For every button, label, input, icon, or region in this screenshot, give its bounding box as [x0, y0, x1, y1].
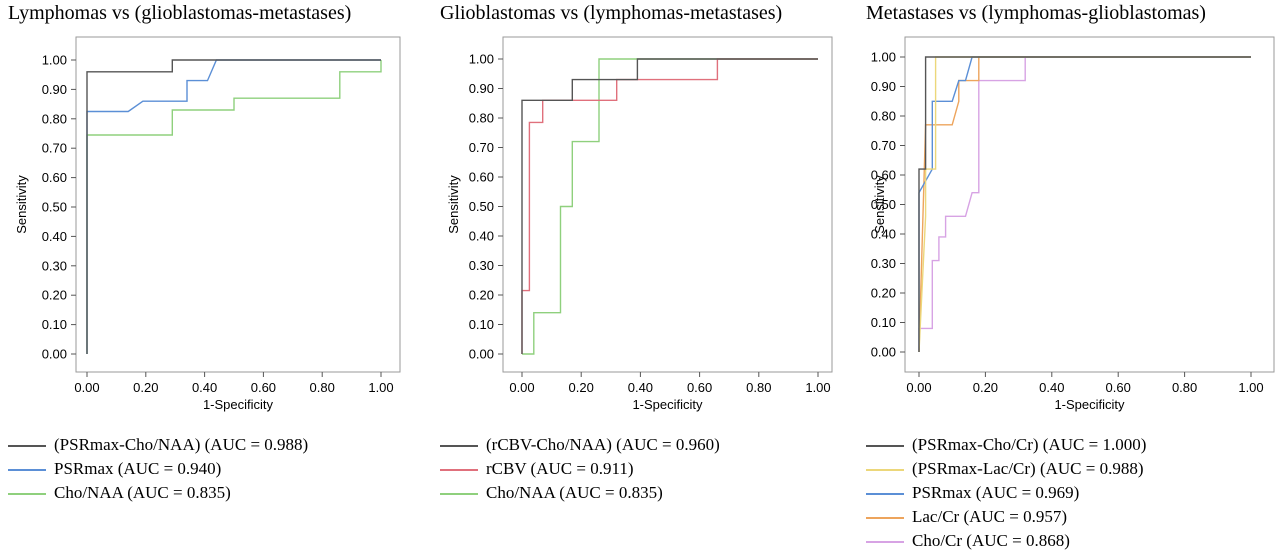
roc-series-line: [521, 58, 818, 354]
legend-swatch: [440, 445, 478, 447]
x-tick-label: 0.00: [74, 380, 99, 395]
y-tick-label: 0.00: [469, 347, 494, 362]
x-tick-label: 0.60: [251, 380, 276, 395]
plot-frame: [75, 36, 401, 373]
chart-title: Glioblastomas vs (lymphomas-metastases): [440, 2, 783, 24]
y-tick-label: 0.70: [871, 138, 896, 153]
y-tick-label: 0.40: [42, 229, 67, 244]
y-tick-label: 0.80: [469, 111, 494, 126]
y-tick-label: 0.70: [469, 140, 494, 155]
x-tick-label: 0.80: [1172, 380, 1197, 395]
roc-panel-metastases: Metastases vs (lymphomas-glioblastomas) …: [866, 0, 1280, 556]
x-tick-label: 1.00: [368, 380, 393, 395]
x-tick-label: 0.00: [509, 380, 534, 395]
y-tick-label: 1.00: [871, 50, 896, 65]
y-tick-label: 1.00: [469, 52, 494, 67]
y-tick-label: 0.20: [871, 286, 896, 301]
legend-label: (rCBV-Cho/NAA) (AUC = 0.960): [486, 435, 720, 454]
legend-swatch: [8, 445, 46, 447]
legend-swatch: [440, 469, 478, 471]
y-axis-label: Sensitivity: [14, 175, 29, 234]
y-tick-label: 0.30: [469, 258, 494, 273]
y-tick-label: 0.20: [42, 288, 67, 303]
legend-label: (PSRmax-Lac/Cr) (AUC = 0.988): [912, 459, 1144, 478]
legend-label: Cho/NAA (AUC = 0.835): [486, 483, 663, 502]
x-tick-label: 0.60: [687, 380, 712, 395]
x-tick-label: 0.00: [906, 380, 931, 395]
roc-panel-lymphomas: Lymphomas vs (glioblastomas-metastases) …: [8, 0, 428, 556]
roc-series-line: [86, 59, 381, 354]
legend-swatch: [8, 469, 46, 471]
roc-plot: 0.00 0.10 0.20 0.30 0.40 0.50 0.60 0.70 0.80 0.90…: [14, 36, 401, 412]
legend-label: PSRmax (AUC = 0.969): [912, 483, 1080, 502]
plot-frame: [904, 36, 1275, 373]
x-tick-label: 1.00: [805, 380, 830, 395]
legend-swatch: [866, 445, 904, 447]
x-tick-label: 1.00: [1238, 380, 1263, 395]
x-tick-label: 0.20: [133, 380, 158, 395]
x-tick-label: 0.40: [1039, 380, 1064, 395]
roc-series-line: [522, 58, 818, 355]
y-tick-label: 0.80: [42, 111, 67, 126]
y-tick-label: 0.40: [469, 229, 494, 244]
y-axis-label: Sensitivity: [872, 175, 887, 234]
x-tick-label: 0.60: [1106, 380, 1131, 395]
y-tick-label: 0.80: [871, 109, 896, 124]
roc-plot: 0.00 0.10 0.20 0.30 0.40 0.50 0.60 0.70 0.80 0.90…: [446, 36, 833, 412]
x-tick-label: 0.80: [746, 380, 771, 395]
x-tick-label: 0.20: [569, 380, 594, 395]
x-axis-label: 1-Specificity: [632, 397, 703, 412]
legend-label: (PSRmax-Cho/NAA) (AUC = 0.988): [54, 435, 309, 454]
legend-swatch: [866, 517, 904, 519]
y-tick-label: 0.10: [42, 317, 67, 332]
y-tick-label: 0.60: [871, 168, 896, 183]
y-tick-label: 0.90: [469, 81, 494, 96]
roc-series-line: [86, 60, 382, 354]
legend-label: (PSRmax-Cho/Cr) (AUC = 1.000): [912, 435, 1147, 454]
chart-title: Metastases vs (lymphomas-glioblastomas): [866, 2, 1206, 24]
legend-label: Cho/Cr (AUC = 0.868): [912, 531, 1070, 550]
y-tick-label: 0.20: [469, 288, 494, 303]
y-tick-label: 1.00: [42, 53, 67, 68]
y-tick-label: 0.60: [42, 170, 67, 185]
y-tick-label: 0.90: [42, 82, 67, 97]
x-tick-label: 0.40: [192, 380, 217, 395]
x-tick-label: 0.80: [310, 380, 335, 395]
plot-frame: [502, 36, 833, 373]
legend-label: PSRmax (AUC = 0.940): [54, 459, 222, 478]
y-tick-label: 0.90: [871, 79, 896, 94]
y-tick-label: 0.60: [469, 170, 494, 185]
y-tick-label: 0.50: [871, 197, 896, 212]
roc-series-line: [918, 56, 1251, 352]
y-tick-label: 0.00: [42, 347, 67, 362]
x-axis-label: 1-Specificity: [1054, 397, 1125, 412]
y-tick-label: 0.70: [42, 141, 67, 156]
legend-swatch: [866, 469, 904, 471]
legend-label: Lac/Cr (AUC = 0.957): [912, 507, 1068, 526]
y-tick-label: 0.50: [469, 199, 494, 214]
legend-swatch: [866, 493, 904, 495]
y-tick-label: 0.00: [871, 345, 896, 360]
chart-title: Lymphomas vs (glioblastomas-metastases): [8, 2, 352, 24]
x-tick-label: 0.20: [973, 380, 998, 395]
legend-label: rCBV (AUC = 0.911): [486, 459, 634, 478]
y-tick-label: 0.10: [871, 315, 896, 330]
y-tick-label: 0.30: [871, 256, 896, 271]
y-tick-label: 0.30: [42, 258, 67, 273]
x-tick-label: 0.40: [628, 380, 653, 395]
roc-panel-glioblastomas: Glioblastomas vs (lymphomas-metastases) …: [440, 0, 860, 556]
x-axis-label: 1-Specificity: [203, 397, 274, 412]
roc-plot: 0.00 0.10 0.20 0.30 0.40 0.50 0.60 0.70 0.80 0.90…: [871, 36, 1275, 412]
legend-label: Cho/NAA (AUC = 0.835): [54, 483, 231, 502]
y-axis-label: Sensitivity: [446, 175, 461, 234]
roc-series-line: [918, 56, 1251, 352]
y-tick-label: 0.50: [42, 200, 67, 215]
legend-swatch: [866, 541, 904, 543]
legend-swatch: [440, 493, 478, 495]
y-tick-label: 0.10: [469, 317, 494, 332]
roc-series-line: [86, 59, 381, 354]
y-tick-label: 0.40: [871, 227, 896, 242]
legend-swatch: [8, 493, 46, 495]
